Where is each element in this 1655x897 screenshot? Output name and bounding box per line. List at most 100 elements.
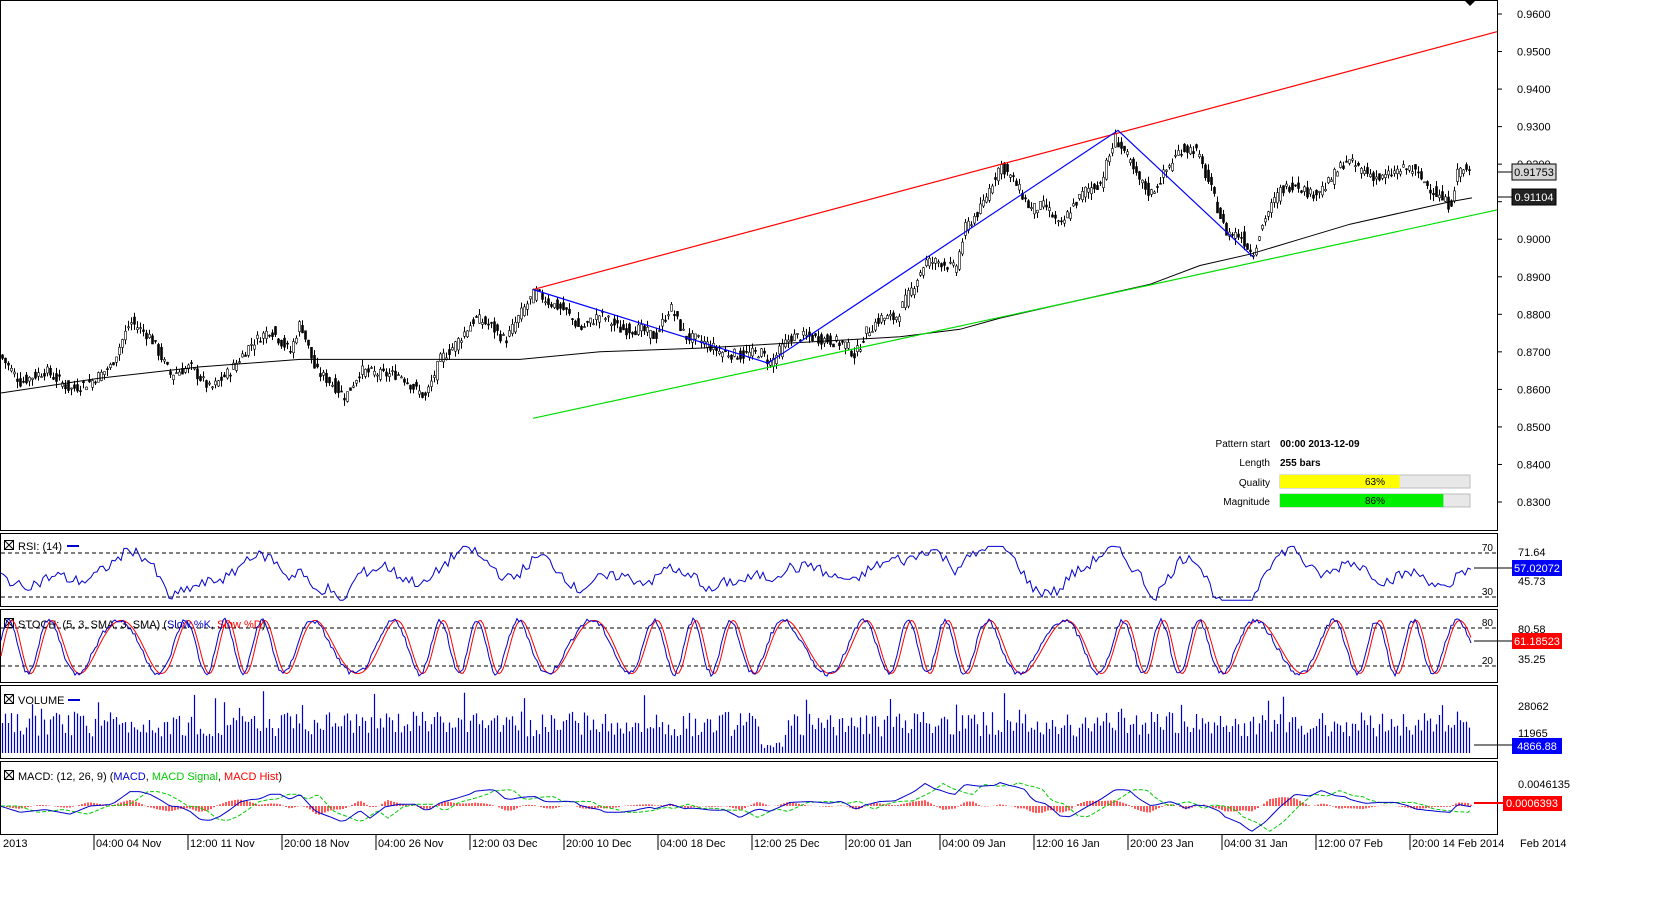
candle — [325, 369, 328, 387]
candle — [1264, 215, 1267, 226]
candle — [1267, 210, 1270, 221]
candle — [1324, 182, 1327, 192]
candle — [727, 350, 730, 359]
stoch-scale-low: 35.25 — [1518, 654, 1546, 666]
candle — [1330, 177, 1333, 183]
candle — [934, 257, 937, 270]
stoch-panel-frame — [0, 609, 1498, 683]
price-tick-label: 0.8800 — [1517, 309, 1551, 321]
candle — [484, 315, 487, 326]
candle — [37, 367, 40, 381]
candle — [910, 282, 913, 298]
candle — [517, 314, 520, 328]
candle — [1024, 194, 1027, 203]
candle — [328, 376, 331, 386]
candle — [196, 364, 199, 386]
price-tick-label: 0.8500 — [1517, 422, 1551, 434]
x-tick-label: 04:00 26 Nov — [378, 838, 444, 850]
candle — [835, 334, 838, 343]
candle — [1345, 155, 1348, 163]
candle — [865, 326, 868, 340]
candle — [595, 308, 598, 326]
candle — [814, 332, 817, 338]
candle — [1048, 201, 1051, 218]
candle — [1210, 173, 1213, 191]
candle — [997, 167, 1000, 185]
candle — [346, 391, 349, 403]
price-tick-label: 0.9400 — [1517, 84, 1551, 96]
macd-close-icon[interactable] — [4, 770, 14, 780]
pattern-zigzag-line — [532, 129, 1254, 364]
macd-panel-frame — [0, 761, 1498, 835]
candle — [649, 330, 652, 345]
volume-close-icon[interactable] — [4, 694, 14, 704]
ma-value-box — [1511, 188, 1557, 206]
rsi-close-icon[interactable] — [4, 540, 14, 550]
scroll-marker-icon[interactable] — [1464, 0, 1476, 6]
candle — [301, 320, 304, 334]
candle — [1468, 165, 1471, 176]
candle — [220, 372, 223, 387]
price-tick-label: 0.8600 — [1517, 384, 1551, 396]
candle — [580, 324, 583, 331]
rsi-value-box — [1512, 560, 1562, 576]
moving-average-line — [0, 197, 1473, 394]
candle — [1396, 165, 1399, 180]
candle — [283, 335, 286, 351]
candle — [1090, 181, 1093, 201]
candle — [433, 370, 436, 383]
candle — [1426, 180, 1429, 190]
candle — [892, 310, 895, 325]
candle — [1429, 183, 1432, 200]
candle — [160, 343, 163, 363]
candle — [958, 249, 961, 272]
candle — [841, 340, 844, 345]
candle — [622, 320, 625, 331]
candle — [463, 326, 466, 339]
candle — [1198, 150, 1201, 159]
candle — [1321, 181, 1324, 198]
candle — [163, 357, 166, 364]
candle — [898, 313, 901, 327]
candle — [979, 197, 982, 215]
candle — [1027, 199, 1030, 209]
magnitude-bar-fill — [1280, 494, 1444, 507]
x-tick-label: 2013 — [3, 838, 27, 850]
x-tick-label: 12:00 25 Dec — [754, 838, 820, 850]
candle — [544, 296, 547, 306]
candle — [118, 343, 121, 361]
candle — [1384, 169, 1387, 185]
candle — [1309, 187, 1312, 197]
candle — [1450, 199, 1453, 207]
candle — [760, 347, 763, 358]
candle — [268, 334, 271, 338]
candle — [655, 327, 658, 344]
candle — [1108, 153, 1111, 166]
x-tick-label: 20:00 01 Jan — [848, 838, 912, 850]
candle — [454, 340, 457, 357]
pattern-start-label: Pattern start — [1216, 439, 1271, 450]
candle — [1105, 157, 1108, 181]
candle — [904, 288, 907, 311]
candle — [151, 333, 154, 345]
candle — [448, 343, 451, 361]
candle — [781, 338, 784, 360]
candle — [466, 330, 469, 338]
candle — [889, 310, 892, 321]
candle — [1312, 191, 1315, 202]
candle — [1066, 209, 1069, 219]
candle — [244, 351, 247, 357]
candle — [793, 329, 796, 341]
candle — [646, 320, 649, 337]
candle — [199, 374, 202, 382]
candle — [1051, 212, 1054, 218]
candle — [871, 325, 874, 333]
candle — [730, 354, 733, 363]
candle — [127, 320, 130, 331]
price-tick-label: 0.8900 — [1517, 272, 1551, 284]
candle — [982, 194, 985, 208]
candle — [490, 321, 493, 329]
macd-current-value: 0.0006393 — [1506, 798, 1558, 810]
candle — [1465, 162, 1468, 172]
candle — [1147, 176, 1150, 201]
